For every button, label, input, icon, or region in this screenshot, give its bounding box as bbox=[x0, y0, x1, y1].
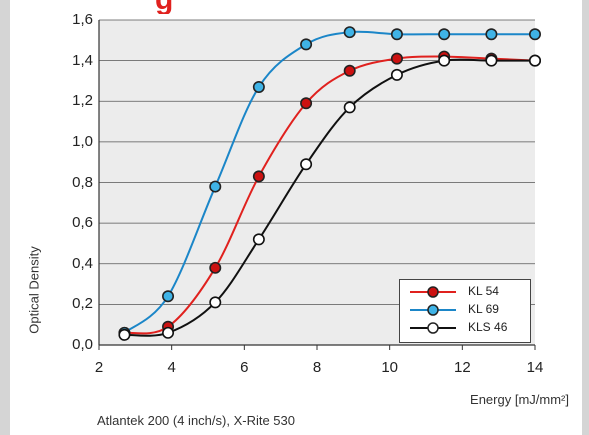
chart-title: g bbox=[155, 0, 395, 14]
y-tick-label: 1,0 bbox=[72, 132, 93, 150]
data-point bbox=[438, 28, 451, 41]
series-line-kl-54 bbox=[124, 55, 536, 335]
data-point bbox=[209, 180, 222, 193]
y-tick-label: 0,4 bbox=[72, 254, 93, 272]
y-tick-label: 1,4 bbox=[72, 51, 93, 69]
x-axis-label: Energy [mJ/mm²] bbox=[470, 392, 569, 407]
data-point bbox=[528, 28, 541, 41]
x-axis-label-text: Energy [mJ/mm²] bbox=[470, 392, 569, 407]
legend-label: KL 69 bbox=[468, 302, 499, 316]
series-line-kls-46 bbox=[124, 58, 535, 337]
data-point bbox=[252, 233, 265, 246]
data-point bbox=[162, 290, 175, 303]
data-point bbox=[252, 170, 265, 183]
y-tick-label: 1,2 bbox=[72, 92, 93, 110]
y-tick-label: 0,0 bbox=[72, 336, 93, 353]
legend-swatch bbox=[410, 304, 456, 316]
data-point bbox=[300, 97, 313, 110]
axes bbox=[98, 20, 536, 350]
data-point bbox=[118, 328, 131, 341]
series-kls-46 bbox=[118, 54, 541, 341]
data-point bbox=[343, 64, 356, 77]
legend-item-kls-46: KLS 46 bbox=[400, 319, 530, 337]
data-point bbox=[300, 158, 313, 171]
series-layer bbox=[118, 26, 541, 341]
data-point bbox=[528, 54, 541, 67]
y-tick-label: 1,6 bbox=[72, 11, 93, 28]
data-point bbox=[438, 54, 451, 67]
x-tick-label: 2 bbox=[94, 359, 104, 376]
data-point bbox=[485, 28, 498, 41]
data-point bbox=[343, 101, 356, 114]
data-point bbox=[485, 54, 498, 67]
x-tick-label: 12 bbox=[453, 359, 471, 376]
legend-item-kl-69: KL 69 bbox=[400, 301, 530, 319]
x-tick-label: 10 bbox=[381, 359, 398, 376]
series-kl-69 bbox=[118, 26, 541, 339]
legend-label: KLS 46 bbox=[468, 320, 508, 334]
data-point bbox=[162, 326, 175, 339]
legend-swatch bbox=[410, 322, 456, 334]
x-tick-label: 8 bbox=[312, 359, 322, 376]
footnote: Atlantek 200 (4 inch/s), X-Rite 530 bbox=[97, 413, 295, 428]
legend-swatch bbox=[410, 286, 456, 298]
data-point bbox=[343, 26, 356, 39]
y-tick-label: 0,8 bbox=[72, 173, 93, 191]
y-tick-label: 0,2 bbox=[72, 295, 93, 313]
data-point bbox=[390, 68, 403, 81]
legend: KL 54 KL 69 KLS 46 bbox=[399, 279, 531, 343]
x-tick-label: 4 bbox=[167, 359, 176, 376]
legend-label: KL 54 bbox=[468, 284, 499, 298]
x-tick-label: 14 bbox=[526, 359, 544, 376]
x-tick-label: 6 bbox=[240, 359, 249, 376]
y-axis-label: Optical Density bbox=[26, 246, 42, 334]
data-point bbox=[390, 28, 403, 41]
data-point bbox=[252, 81, 265, 94]
legend-item-kl-54: KL 54 bbox=[400, 283, 530, 301]
data-point bbox=[209, 296, 222, 309]
data-point bbox=[209, 261, 222, 274]
data-point bbox=[390, 52, 403, 65]
chart-title-text: g bbox=[155, 0, 395, 14]
y-tick-label: 0,6 bbox=[72, 214, 93, 232]
data-point bbox=[300, 38, 313, 51]
